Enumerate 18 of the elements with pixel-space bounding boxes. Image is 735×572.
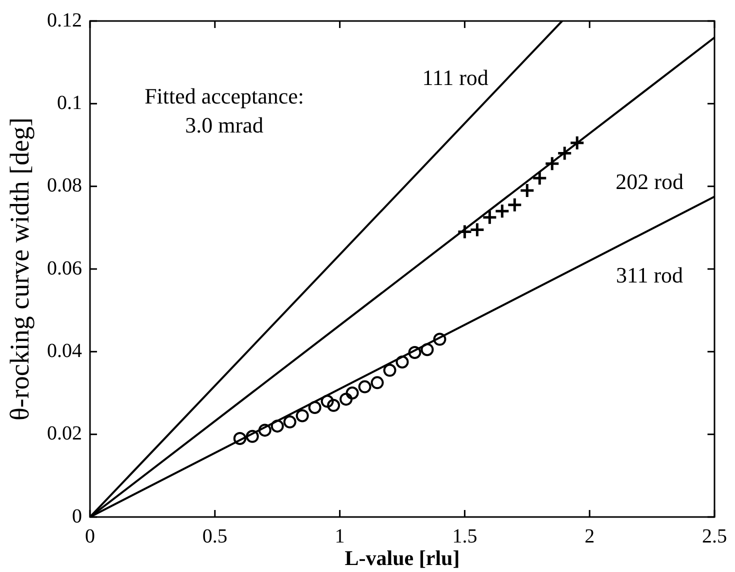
y-axis-title: θ-rocking curve width [deg] bbox=[4, 117, 34, 421]
annotation: Fitted acceptance: 3.0 mrad bbox=[144, 84, 304, 138]
y-tick-label: 0.12 bbox=[47, 9, 82, 32]
annotation: 202 rod bbox=[616, 168, 684, 194]
annotation: 311 rod bbox=[616, 262, 684, 288]
x-axis-title: L-value [rlu] bbox=[344, 546, 460, 570]
x-tick-label: 1 bbox=[334, 525, 345, 548]
x-tick-label: 2.5 bbox=[702, 525, 727, 548]
x-tick-label: 1.5 bbox=[452, 525, 478, 548]
y-tick-label: 0.06 bbox=[47, 257, 82, 280]
x-tick-label: 2 bbox=[584, 525, 595, 548]
y-tick-label: 0.02 bbox=[47, 422, 82, 445]
annotation: 111 rod bbox=[422, 64, 488, 90]
y-tick-label: 0 bbox=[72, 505, 82, 528]
y-tick-label: 0.08 bbox=[47, 174, 82, 197]
y-tick-label: 0.1 bbox=[57, 92, 82, 114]
x-tick-label: 0.5 bbox=[202, 525, 228, 548]
y-tick-label: 0.04 bbox=[47, 340, 82, 362]
